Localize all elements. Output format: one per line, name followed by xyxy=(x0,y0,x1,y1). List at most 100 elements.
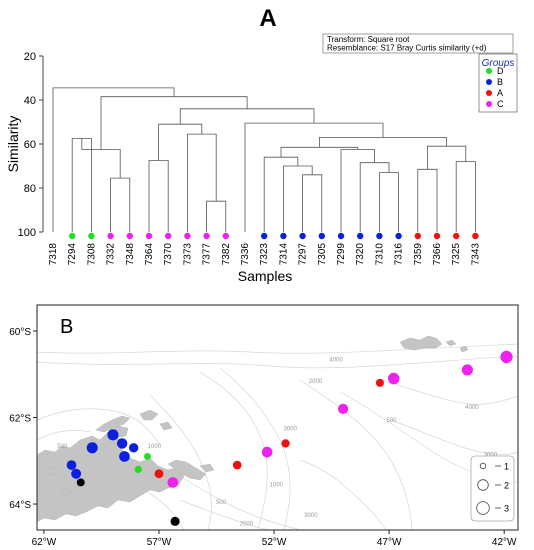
bathymetry-contours xyxy=(37,343,518,530)
station-point-B xyxy=(116,438,128,449)
sample-label-7364: 7364 xyxy=(144,243,155,266)
leaf-marker-7359 xyxy=(414,232,421,240)
station-point-C xyxy=(261,446,273,458)
legend-label-D: D xyxy=(497,66,504,76)
station-point-A xyxy=(232,460,242,470)
contour-line xyxy=(299,379,413,530)
leaf-marker-7294 xyxy=(69,232,76,240)
contour-label: 3000 xyxy=(304,513,318,519)
landmasses xyxy=(37,335,469,523)
map-x-tick-label: 52°W xyxy=(262,537,287,548)
station-point-C xyxy=(337,403,349,414)
dendrogram-branch xyxy=(52,87,175,232)
leaf-marker-7370 xyxy=(165,232,172,240)
island xyxy=(43,465,59,477)
contour-line xyxy=(219,367,291,530)
sample-label-7299: 7299 xyxy=(336,243,347,266)
contour-labels: 4000 2000 3000 500 4000 3000 1000 500 1000 500 300… xyxy=(57,357,497,527)
contour-label: 500 xyxy=(216,500,227,506)
size-legend-label: 2 xyxy=(504,481,509,491)
map-x-tick-label: 62°W xyxy=(32,537,57,548)
size-legend-circle xyxy=(477,479,489,491)
map-x-tick-label: 42°W xyxy=(492,537,517,548)
station-point-B xyxy=(66,460,77,470)
sample-label-7332: 7332 xyxy=(106,243,117,266)
contour-label: 500 xyxy=(57,444,68,450)
station-point-B xyxy=(86,442,98,454)
contour-line xyxy=(179,499,271,530)
station-point-C xyxy=(461,364,473,376)
map-y-tick-label: 60°S xyxy=(9,327,31,338)
y-tick-label: 80 xyxy=(24,183,36,195)
map-y-tick-label: 64°S xyxy=(9,500,31,511)
sample-label-7314: 7314 xyxy=(278,243,289,266)
station-point-D xyxy=(143,452,151,460)
island xyxy=(459,345,469,353)
sample-label-7297: 7297 xyxy=(298,243,309,266)
leaf-marker-7323 xyxy=(261,232,268,240)
legend-marker-B xyxy=(486,79,492,85)
sample-label-7343: 7343 xyxy=(470,243,481,266)
dendrogram-branch xyxy=(455,161,476,232)
dendrogram-branch xyxy=(359,162,390,232)
station-point-A xyxy=(281,439,290,448)
map-x-tick-label: 57°W xyxy=(147,537,172,548)
size-legend-circle xyxy=(479,462,487,470)
sample-stations xyxy=(66,350,513,526)
station-point-B xyxy=(119,451,130,462)
dendrogram-branch xyxy=(100,96,248,150)
station-point-unassigned xyxy=(170,516,180,526)
sample-label-7366: 7366 xyxy=(432,243,443,266)
leaf-marker-7310 xyxy=(376,232,383,240)
station-point-A xyxy=(375,378,384,387)
contour-line xyxy=(389,419,518,455)
sample-label-7348: 7348 xyxy=(125,243,136,266)
legend-title: Groups xyxy=(482,58,515,69)
leaf-marker-7297 xyxy=(299,232,306,240)
contour-line xyxy=(379,379,518,405)
sample-label-7320: 7320 xyxy=(355,243,366,266)
size-legend: 1 2 3 xyxy=(470,455,515,522)
south-shetland-islands xyxy=(95,415,131,433)
map-y-tick-label: 62°S xyxy=(9,414,31,425)
size-legend-label: 1 xyxy=(504,462,509,472)
y-tick-label: 60 xyxy=(24,139,36,151)
info-box-frame xyxy=(322,33,514,54)
leaf-marker-7366 xyxy=(433,232,441,240)
station-point-C xyxy=(387,372,400,385)
leaf-marker-7343 xyxy=(472,232,479,240)
dendrogram-branch xyxy=(148,160,169,232)
contour-line xyxy=(37,430,91,441)
panel-b-label: B xyxy=(60,316,73,338)
dendrogram-branch xyxy=(158,123,203,161)
leaf-marker-7332 xyxy=(107,232,114,240)
y-tick-label: 20 xyxy=(24,51,36,63)
leaf-marker-7325 xyxy=(453,232,460,240)
info-box: Transform: Square root Resemblance: S17 … xyxy=(322,33,514,54)
legend-marker-A xyxy=(486,90,492,96)
leaf-marker-7382 xyxy=(222,232,229,240)
dendrogram-branch xyxy=(179,108,315,125)
size-legend-label: 3 xyxy=(504,504,509,514)
sample-label-7318: 7318 xyxy=(48,243,59,266)
sample-label-7370: 7370 xyxy=(163,243,174,266)
leaf-marker-7320 xyxy=(357,232,364,240)
island xyxy=(199,463,215,473)
leaf-marker-7314 xyxy=(280,232,287,240)
contour-line xyxy=(149,394,212,530)
sample-label-7325: 7325 xyxy=(451,243,462,266)
south-orkney-islands xyxy=(399,335,443,351)
dendrogram-branch xyxy=(71,138,92,232)
contour-label: 3000 xyxy=(283,426,297,432)
sample-label-7316: 7316 xyxy=(394,243,405,266)
y-tick-label: 100 xyxy=(18,227,36,239)
dendrogram-branch xyxy=(427,145,467,170)
leaf-marker-7308 xyxy=(88,232,95,240)
y-axis-ticks: 20 40 60 80 100 xyxy=(18,51,43,239)
leaf-marker-7348 xyxy=(126,232,133,240)
size-legend-circle xyxy=(476,501,490,515)
dendrogram-branch xyxy=(187,133,217,232)
station-point-B xyxy=(107,429,119,441)
